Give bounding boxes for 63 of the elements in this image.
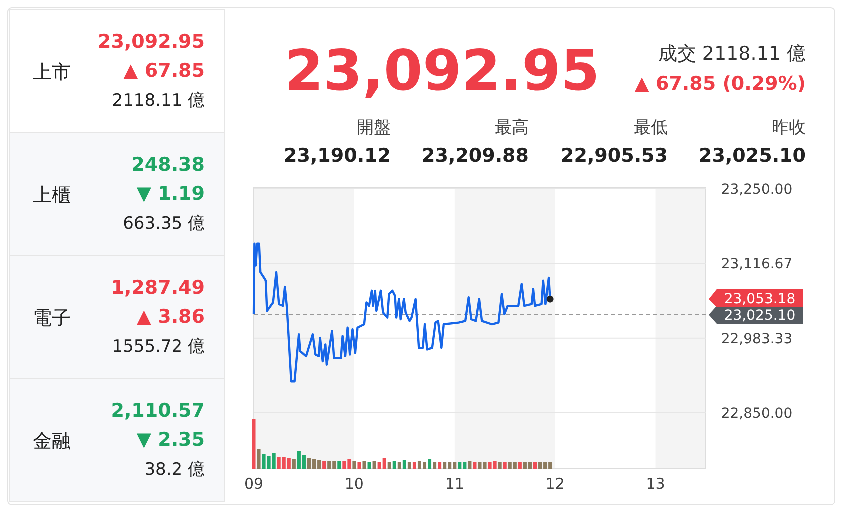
bar — [398, 462, 402, 469]
category-label: 電子 — [33, 308, 71, 330]
bar — [388, 462, 392, 469]
text: 2118.11 億 — [112, 91, 205, 111]
y-tick-label: 23,250.00 — [721, 182, 793, 198]
bar — [433, 462, 437, 469]
chart-title: 23,092.95 — [284, 39, 600, 104]
text: 23,209.88 — [422, 145, 529, 167]
bar — [257, 449, 261, 469]
bar — [412, 462, 416, 469]
bar — [503, 462, 507, 469]
text: 23,025.10 — [699, 145, 806, 167]
bar — [533, 462, 538, 469]
bar — [498, 462, 502, 469]
category-label: 上櫃 — [33, 184, 71, 206]
bar — [428, 459, 432, 469]
bar — [362, 461, 366, 469]
text: 成交 2118.11 億 — [658, 43, 806, 65]
text: 2,110.57 — [111, 400, 205, 422]
bar — [392, 462, 396, 469]
text: 23,053.18 — [724, 291, 796, 308]
x-tick-label: 09 — [244, 475, 264, 493]
bar — [252, 419, 256, 469]
text: ▲ 67.85 — [124, 60, 205, 82]
bar — [352, 462, 356, 469]
bar — [468, 462, 472, 469]
text: 1555.72 億 — [112, 337, 205, 357]
x-tick-label: 10 — [344, 475, 364, 493]
text: 1,287.49 — [111, 277, 205, 299]
bar — [338, 461, 342, 469]
text: 248.38 — [132, 154, 205, 176]
bar — [408, 462, 412, 469]
ref-line-label: 23,025.10 — [724, 308, 796, 324]
x-tick-label: 12 — [546, 475, 565, 493]
y-tick-label: 23,116.67 — [721, 256, 793, 273]
text: ▼ 2.35 — [136, 429, 205, 451]
text: 23,092.95 — [98, 31, 205, 53]
text: 昨收 — [772, 118, 806, 138]
bar — [372, 462, 376, 469]
category-label: 金融 — [33, 430, 71, 452]
bar — [402, 460, 406, 469]
text: 最高 — [495, 118, 529, 138]
text: ▼ 1.19 — [136, 183, 205, 205]
y-tick-label: 22,983.33 — [721, 331, 793, 348]
bar — [358, 462, 362, 469]
text: 最低 — [634, 118, 668, 138]
bar — [322, 461, 326, 469]
text: 23,190.12 — [284, 145, 391, 167]
text: ▲ 67.85 (0.29%) — [634, 73, 806, 95]
bar — [438, 462, 442, 469]
x-tick-label: 11 — [445, 475, 464, 493]
category-label: 上市 — [33, 62, 71, 84]
text: 663.35 億 — [123, 214, 205, 234]
bar — [368, 462, 372, 469]
bar — [292, 459, 296, 469]
text: 開盤 — [357, 118, 391, 138]
text: 22,905.53 — [561, 145, 668, 167]
bar — [473, 462, 477, 469]
text: 38.2 億 — [144, 460, 205, 480]
x-tick-label: 13 — [646, 475, 666, 493]
y-tick-label: 22,850.00 — [721, 406, 793, 422]
bar — [518, 462, 522, 469]
text: ▲ 3.86 — [136, 306, 205, 328]
